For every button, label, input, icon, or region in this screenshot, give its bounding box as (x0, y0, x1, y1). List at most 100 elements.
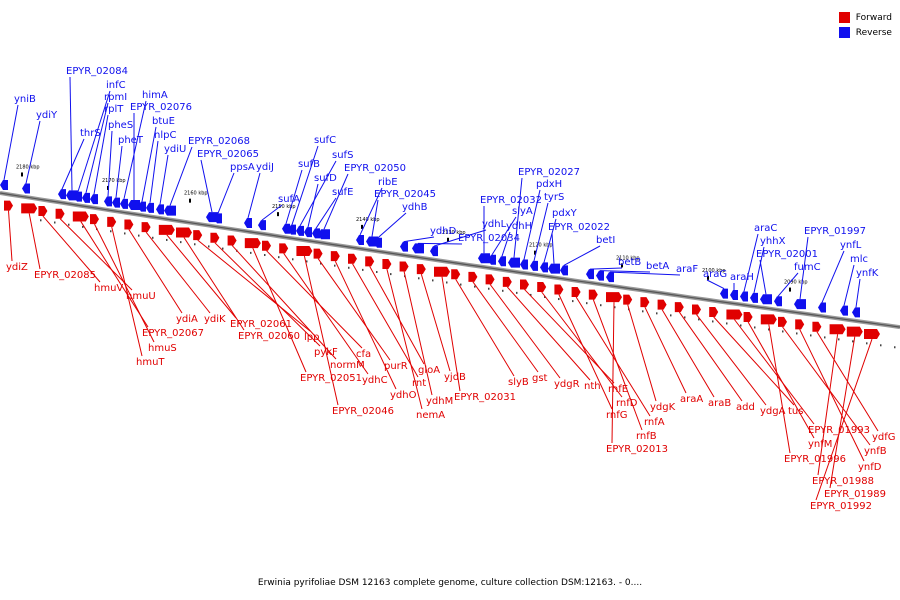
forward-gene[interactable]: ynfB (778, 316, 887, 457)
forward-gene[interactable]: EPYR_02085 (21, 203, 96, 281)
reverse-gene[interactable]: rpmI (82, 92, 127, 203)
reverse-gene-arrow[interactable] (74, 191, 82, 202)
forward-gene[interactable]: ydgK (623, 294, 676, 413)
reverse-gene[interactable]: pdxY (540, 208, 578, 273)
forward-gene-arrow[interactable] (760, 314, 777, 325)
forward-gene[interactable]: yjdB (416, 264, 466, 383)
forward-gene-arrow[interactable] (812, 321, 822, 332)
forward-gene[interactable]: hmuV (38, 206, 123, 294)
forward-gene-arrow[interactable] (227, 235, 237, 246)
reverse-gene[interactable]: araG (703, 269, 728, 299)
reverse-gene[interactable]: sufB (282, 159, 320, 234)
reverse-gene[interactable]: EPYR_02001 (756, 249, 818, 305)
forward-gene[interactable]: EPYR_01992 (810, 329, 880, 512)
reverse-gene[interactable]: EPYR_02032 (478, 195, 542, 264)
reverse-gene-arrow[interactable] (156, 204, 164, 215)
forward-gene[interactable]: araA (640, 297, 703, 405)
reverse-gene[interactable]: thrS (58, 128, 101, 200)
forward-gene-arrow[interactable] (176, 227, 192, 238)
reverse-gene[interactable]: pheS (104, 120, 133, 207)
forward-gene[interactable]: ydgA (692, 304, 786, 417)
forward-gene-arrow[interactable] (313, 248, 323, 259)
reverse-gene[interactable]: betB (586, 257, 641, 280)
reverse-gene-arrow[interactable] (244, 217, 252, 228)
reverse-gene-arrow[interactable] (214, 213, 222, 224)
reverse-gene-arrow[interactable] (400, 241, 408, 252)
reverse-gene[interactable]: mlc (840, 254, 868, 316)
reverse-gene-arrow[interactable] (318, 229, 330, 240)
forward-gene-arrow[interactable] (537, 281, 547, 292)
reverse-gene-arrow[interactable] (258, 220, 266, 231)
reverse-gene[interactable]: nlpC (146, 130, 176, 213)
forward-gene-arrow[interactable] (743, 311, 753, 322)
reverse-gene-arrow[interactable] (82, 192, 90, 203)
forward-gene-arrow[interactable] (38, 206, 48, 217)
reverse-gene[interactable]: EPYR_02027 (508, 167, 580, 268)
reverse-gene-arrow[interactable] (128, 200, 140, 211)
forward-gene-arrow[interactable] (244, 238, 261, 249)
reverse-gene-arrow[interactable] (104, 196, 112, 207)
reverse-gene[interactable]: araF (606, 264, 698, 283)
forward-gene-arrow[interactable] (107, 216, 117, 227)
forward-gene-arrow[interactable] (726, 309, 743, 320)
reverse-gene[interactable]: EPYR_01997 (794, 226, 866, 310)
forward-gene[interactable]: EPYR_02031 (434, 266, 516, 403)
reverse-gene-arrow[interactable] (288, 224, 296, 235)
reverse-gene-arrow[interactable] (730, 290, 738, 301)
reverse-gene-arrow[interactable] (430, 246, 438, 257)
forward-gene[interactable]: ydhO (330, 251, 417, 401)
forward-gene-arrow[interactable] (520, 279, 529, 290)
reverse-gene-arrow[interactable] (356, 234, 364, 245)
forward-gene-arrow[interactable] (382, 258, 392, 269)
forward-gene[interactable]: nth (502, 276, 601, 392)
forward-gene-arrow[interactable] (90, 214, 99, 225)
reverse-gene-arrow[interactable] (90, 194, 98, 205)
forward-gene[interactable]: ydhM (399, 261, 454, 407)
forward-gene-arrow[interactable] (193, 230, 203, 241)
reverse-gene-arrow[interactable] (774, 296, 782, 307)
reverse-gene[interactable]: ydhH (498, 221, 532, 267)
forward-gene-arrow[interactable] (55, 208, 65, 219)
forward-gene-arrow[interactable] (158, 224, 175, 235)
forward-gene[interactable]: ydiZ (4, 200, 28, 273)
forward-gene-arrow[interactable] (21, 203, 38, 214)
reverse-gene[interactable]: sufS (296, 150, 353, 236)
forward-gene-arrow[interactable] (606, 292, 622, 303)
forward-gene-arrow[interactable] (416, 264, 426, 275)
forward-gene[interactable]: tus (709, 307, 803, 417)
reverse-gene-arrow[interactable] (58, 189, 66, 200)
reverse-gene-arrow[interactable] (606, 272, 614, 283)
forward-gene-arrow[interactable] (296, 245, 313, 256)
reverse-gene-arrow[interactable] (596, 270, 604, 281)
reverse-gene-arrow[interactable] (852, 307, 860, 318)
forward-gene[interactable]: rnfG (554, 284, 628, 421)
reverse-gene[interactable]: sufA (258, 194, 300, 231)
reverse-gene-arrow[interactable] (282, 223, 290, 234)
reverse-gene-arrow[interactable] (840, 305, 848, 316)
reverse-gene-arrow[interactable] (120, 198, 128, 209)
reverse-gene-arrow[interactable] (520, 259, 528, 270)
reverse-gene[interactable]: infC (74, 80, 126, 202)
reverse-gene[interactable]: slyA (488, 206, 533, 265)
forward-gene-arrow[interactable] (692, 304, 701, 315)
forward-gene[interactable]: EPYR_02060 (176, 227, 300, 342)
forward-gene[interactable]: EPYR_02046 (296, 245, 394, 417)
reverse-gene[interactable]: ppsA (214, 162, 255, 224)
forward-gene[interactable]: ydgR (485, 274, 580, 390)
forward-gene[interactable]: rnfB (588, 289, 657, 442)
forward-gene[interactable]: ynfM (743, 311, 833, 450)
forward-gene[interactable]: add (674, 302, 755, 413)
reverse-gene-arrow[interactable] (498, 256, 506, 267)
forward-gene-arrow[interactable] (468, 271, 478, 282)
reverse-gene-arrow[interactable] (488, 254, 496, 265)
reverse-gene-arrow[interactable] (112, 197, 120, 208)
reverse-gene[interactable]: ynfL (818, 240, 862, 313)
reverse-gene[interactable]: ydiY (22, 110, 58, 194)
reverse-gene[interactable]: ydhB (374, 202, 428, 248)
reverse-gene-arrow[interactable] (508, 257, 520, 268)
reverse-gene[interactable]: pheT (112, 135, 144, 208)
reverse-gene-arrow[interactable] (560, 265, 568, 276)
forward-gene-arrow[interactable] (571, 287, 581, 298)
reverse-gene-arrow[interactable] (794, 299, 806, 310)
forward-gene-arrow[interactable] (330, 251, 340, 262)
